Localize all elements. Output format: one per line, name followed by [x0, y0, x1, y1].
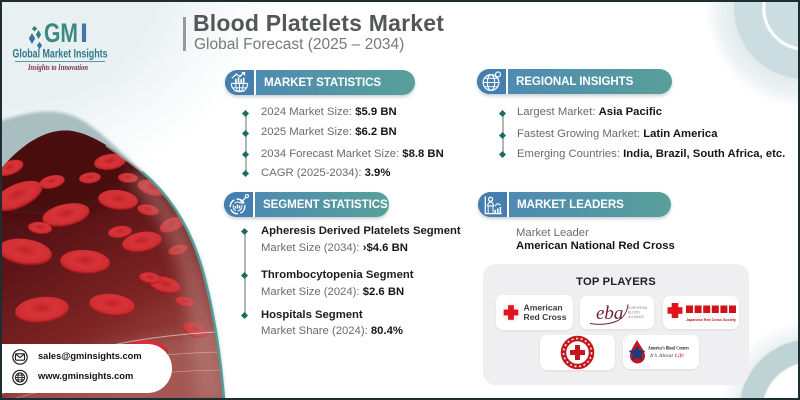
svg-text:eba: eba [596, 303, 623, 324]
svg-text:Global Market Insights: Global Market Insights [13, 49, 108, 61]
svg-text:Insights to Innovation: Insights to Innovation [27, 63, 88, 72]
svg-text:I: I [80, 18, 88, 48]
svg-text:ALLIANCE: ALLIANCE [628, 315, 645, 319]
svg-text:Red Cross: Red Cross [524, 312, 567, 322]
svg-text:EUROPEAN: EUROPEAN [628, 306, 648, 310]
svg-text:America’s Blood Centers: America’s Blood Centers [648, 346, 689, 352]
svg-text:Japanese Red Cross Society: Japanese Red Cross Society [686, 318, 737, 322]
svg-text:GM: GM [44, 18, 78, 48]
svg-text:It’s About Life: It’s About Life [649, 354, 685, 359]
svg-text:BLOOD: BLOOD [628, 311, 640, 315]
svg-text:American: American [524, 303, 563, 313]
